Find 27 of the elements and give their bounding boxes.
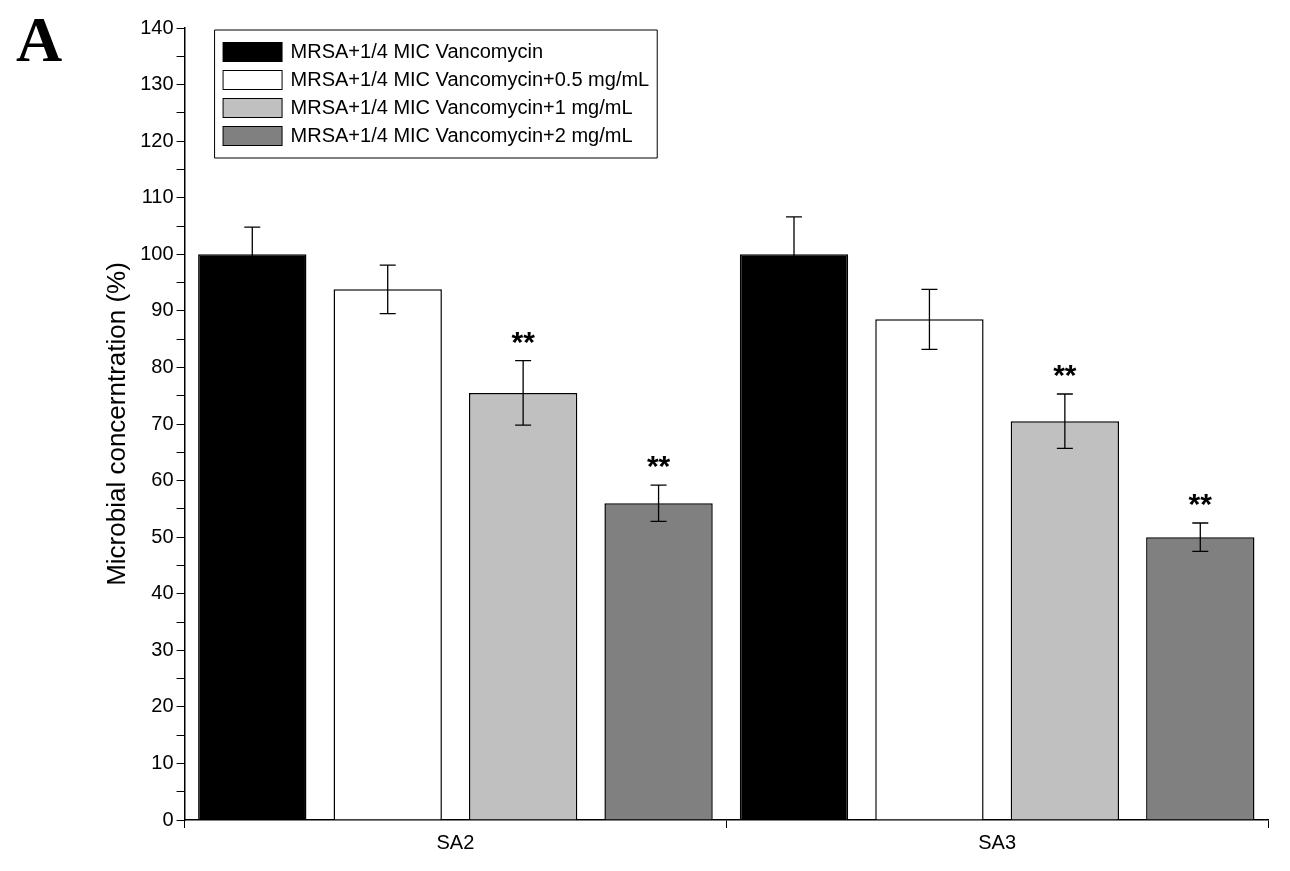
- y-tick-label: 120: [140, 128, 174, 151]
- y-axis-title: Microbial concerntration (%): [100, 262, 131, 586]
- y-tick-label: 110: [141, 185, 174, 208]
- y-tick-label: 30: [151, 637, 174, 660]
- y-tick-label: 140: [140, 15, 174, 38]
- data-label: **: [1188, 487, 1213, 521]
- y-tick-label: 90: [151, 298, 174, 321]
- y-tick-label: 40: [151, 581, 174, 604]
- data-label: **: [646, 449, 671, 483]
- data-label: **: [1053, 358, 1077, 392]
- y-tick-label: 60: [151, 468, 174, 491]
- y-tick-label: 20: [151, 694, 174, 717]
- legend-label: MRSA+1/4 MIC Vancomycin+2 mg/mL: [290, 123, 633, 146]
- legend-label: MRSA+1/4 MIC Vancomycin+0.5 mg/mL: [290, 67, 650, 90]
- y-tick-label: 100: [140, 241, 174, 264]
- data-label: **: [511, 324, 536, 358]
- y-tick-label: 80: [151, 354, 174, 377]
- legend-label: MRSA+1/4 MIC Vancomycin+1 mg/mL: [290, 95, 633, 118]
- y-tick-label: 70: [151, 411, 174, 434]
- y-tick-label: 10: [151, 750, 174, 773]
- y-tick-label: 50: [151, 524, 174, 547]
- text: A: [16, 3, 63, 75]
- legend-label: MRSA+1/4 MIC Vancomycin: [290, 39, 544, 62]
- x-tick-label: SA3: [978, 830, 1017, 853]
- y-tick-label: 0: [162, 807, 174, 830]
- x-tick-label: SA2: [436, 830, 475, 853]
- y-tick-label: 130: [140, 72, 174, 95]
